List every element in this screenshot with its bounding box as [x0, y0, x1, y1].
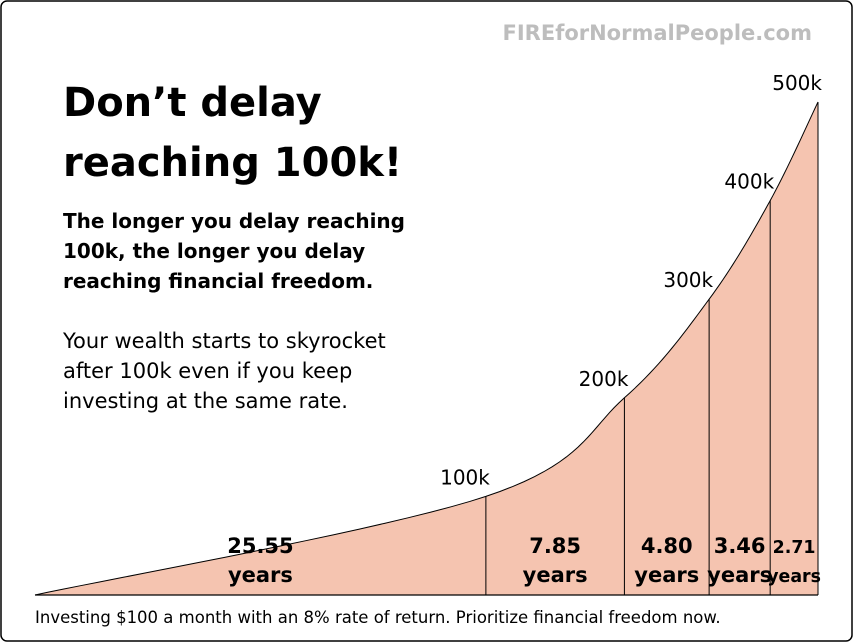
description-line: after 100k even if you keep [63, 359, 352, 383]
duration-label: 2.71 [773, 538, 816, 558]
milestone-label: 100k [440, 465, 490, 489]
duration-unit: years [523, 563, 588, 587]
segment-area [485, 397, 625, 595]
segment-area [709, 200, 771, 595]
duration-label: 4.80 [641, 534, 693, 558]
subtitle-line: 100k, the longer you delay [63, 239, 365, 263]
curve-line [34, 101, 819, 596]
subtitle-line: reaching financial freedom. [63, 269, 373, 293]
duration-unit: years [228, 563, 293, 587]
milestone-label: 300k [663, 268, 713, 292]
duration-label: 25.55 [227, 534, 293, 558]
description-line: investing at the same rate. [63, 389, 348, 413]
duration-label: 7.85 [529, 534, 581, 558]
footnote: Investing $100 a month with an 8% rate o… [35, 608, 721, 627]
duration-unit: years [707, 563, 772, 587]
duration-label: 3.46 [714, 534, 766, 558]
title-line: reaching 100k! [63, 140, 402, 186]
title-line: Don’t delay [63, 80, 322, 126]
watermark: FIREforNormalPeople.com [503, 21, 812, 45]
duration-unit: years [634, 563, 699, 587]
segment-area [770, 102, 818, 595]
milestone-label: 200k [579, 367, 629, 391]
milestone-label: 400k [724, 170, 774, 194]
duration-unit: years [767, 567, 821, 587]
milestone-label: 500k [772, 71, 822, 95]
subtitle-line: The longer you delay reaching [63, 209, 405, 233]
description-line: Your wealth starts to skyrocket [62, 329, 386, 353]
segment-area [624, 299, 710, 595]
segment-area [35, 496, 486, 595]
